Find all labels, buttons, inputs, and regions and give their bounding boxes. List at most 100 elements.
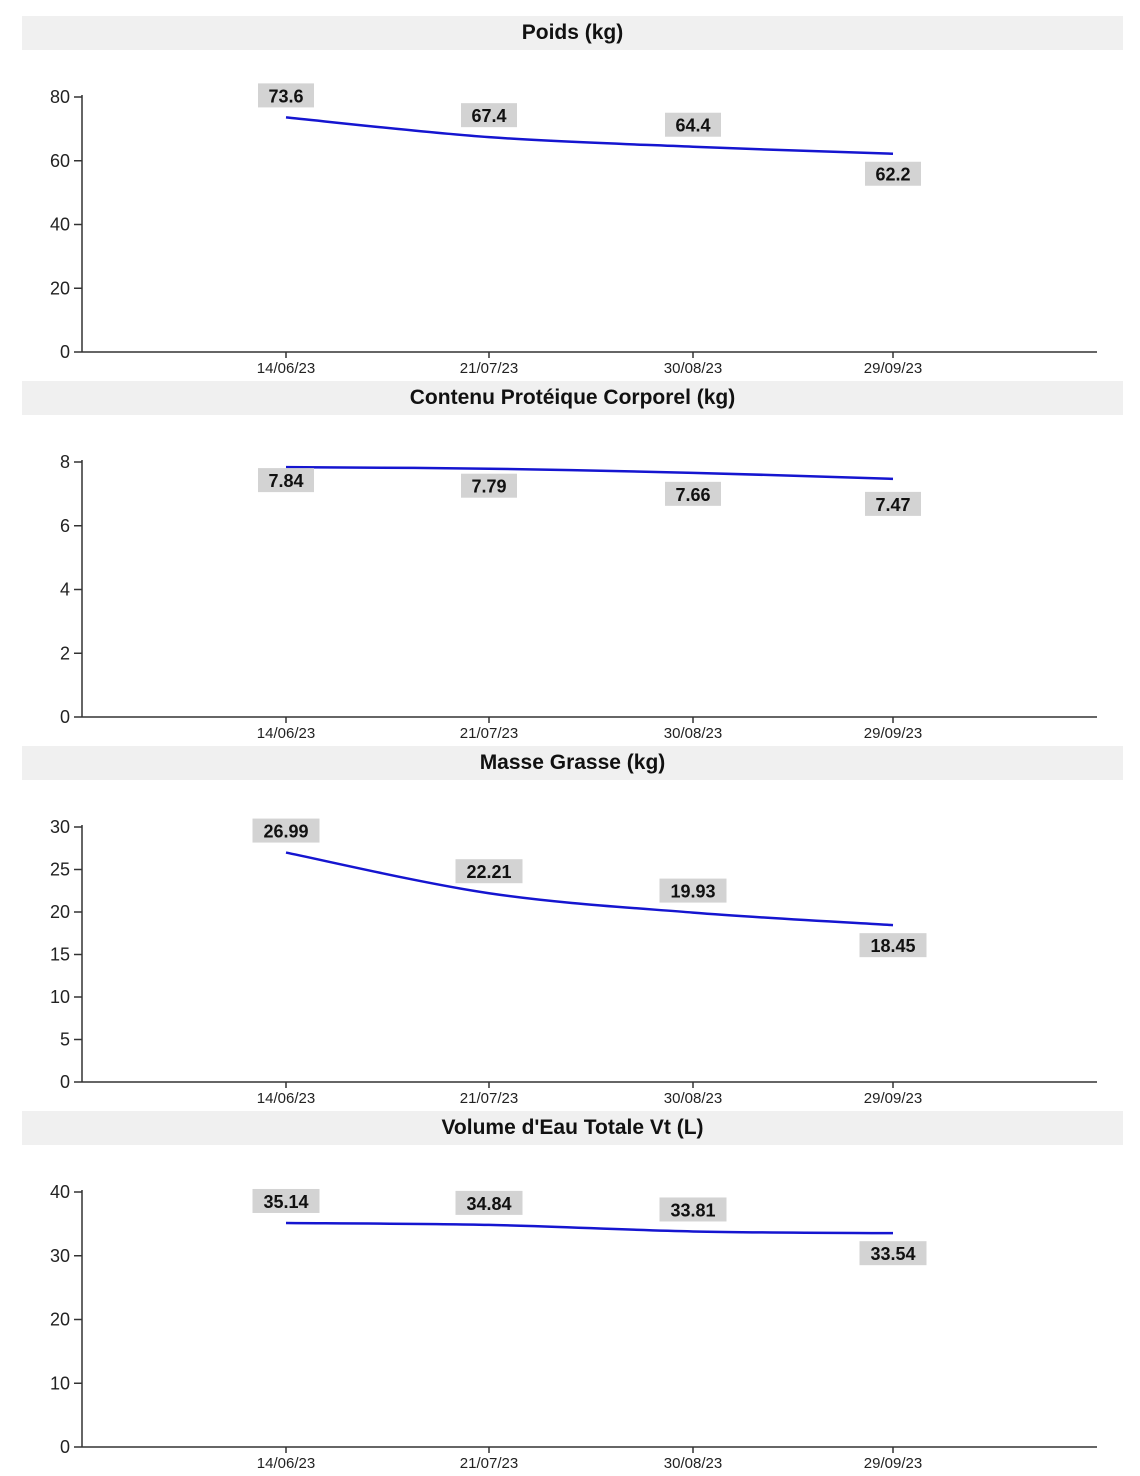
x-tick-label: 14/06/23 xyxy=(257,725,315,742)
data-label: 7.84 xyxy=(258,468,314,493)
y-tick-label: 2 xyxy=(60,643,70,663)
x-tick-label: 21/07/23 xyxy=(460,1090,518,1107)
line-chart: 0 20 40 60 80 14/06/23 21/07/23 30/08/23 29/09/2… xyxy=(50,83,1097,377)
series-line xyxy=(285,465,894,481)
x-tick-label: 30/08/23 xyxy=(664,1455,722,1472)
x-tick-label: 30/08/23 xyxy=(664,725,722,742)
data-label-text: 18.45 xyxy=(870,936,915,956)
series-line xyxy=(285,1221,894,1235)
data-label-box xyxy=(252,1188,320,1213)
data-label-box xyxy=(859,933,927,958)
y-tick-label: 0 xyxy=(60,1437,70,1457)
data-label: 26.99 xyxy=(252,818,320,843)
y-tick-label: 20 xyxy=(50,1310,70,1330)
data-label-text: 7.84 xyxy=(268,471,303,491)
data-label-text: 34.84 xyxy=(466,1194,511,1214)
data-label-box xyxy=(659,1197,727,1222)
y-tick-label: 5 xyxy=(60,1030,70,1050)
x-tick-label: 29/09/23 xyxy=(864,360,922,377)
y-tick-label: 40 xyxy=(50,1182,70,1202)
data-label-box xyxy=(252,818,320,843)
data-label-text: 7.47 xyxy=(875,495,910,515)
y-tick-label: 10 xyxy=(50,1373,70,1393)
data-label: 62.2 xyxy=(865,161,921,186)
chart-panel: Volume d'Eau Totale Vt (L) 0 10 20 30 40 14/06… xyxy=(0,1111,1140,1476)
data-label-box xyxy=(461,103,517,128)
y-tick-label: 80 xyxy=(50,87,70,107)
data-label: 34.84 xyxy=(455,1190,523,1215)
y-tick-label: 20 xyxy=(50,278,70,298)
data-label: 7.66 xyxy=(665,481,721,506)
x-tick-label: 30/08/23 xyxy=(664,360,722,377)
data-label: 67.4 xyxy=(461,103,517,128)
data-label-box xyxy=(659,878,727,903)
data-label-text: 64.4 xyxy=(675,116,710,136)
y-tick-label: 6 xyxy=(60,516,70,536)
y-tick-label: 60 xyxy=(50,151,70,171)
data-label-text: 7.66 xyxy=(675,485,710,505)
chart-title: Contenu Protéique Corporel (kg) xyxy=(409,386,736,409)
chart-title: Poids (kg) xyxy=(521,21,624,44)
x-tick-label: 14/06/23 xyxy=(257,1455,315,1472)
chart-title-bar: Poids (kg) xyxy=(22,16,1123,50)
data-label: 33.54 xyxy=(859,1241,927,1266)
data-label-text: 62.2 xyxy=(875,165,910,185)
data-label-text: 26.99 xyxy=(263,822,308,842)
chart-title-bar: Contenu Protéique Corporel (kg) xyxy=(22,381,1123,415)
data-label-box xyxy=(455,1190,523,1215)
data-label-text: 67.4 xyxy=(471,106,506,126)
y-tick-label: 10 xyxy=(50,987,70,1007)
data-label: 7.47 xyxy=(865,491,921,516)
y-tick-label: 40 xyxy=(50,215,70,235)
data-label-box xyxy=(461,473,517,498)
data-label: 64.4 xyxy=(665,112,721,137)
y-tick-label: 0 xyxy=(60,1072,70,1092)
series-line xyxy=(285,851,894,927)
data-label-box xyxy=(665,481,721,506)
y-tick-label: 25 xyxy=(50,860,70,880)
data-label-box xyxy=(258,468,314,493)
y-tick-label: 30 xyxy=(50,817,70,837)
data-label-text: 73.6 xyxy=(268,86,303,106)
data-label-box xyxy=(258,83,314,108)
y-tick-label: 15 xyxy=(50,945,70,965)
chart-title: Masse Grasse (kg) xyxy=(479,751,666,774)
x-tick-label: 29/09/23 xyxy=(864,1455,922,1472)
chart-title-bar: Volume d'Eau Totale Vt (L) xyxy=(22,1111,1123,1145)
data-label-box xyxy=(455,859,523,884)
x-tick-label: 21/07/23 xyxy=(460,1455,518,1472)
data-label-text: 35.14 xyxy=(263,1192,308,1212)
chart-panel: Contenu Protéique Corporel (kg) 0 2 4 6 8 14/0… xyxy=(0,381,1140,746)
data-label: 33.81 xyxy=(659,1197,727,1222)
chart-panel: Poids (kg) 0 20 40 60 80 14/06/23 21/07/23 30/08… xyxy=(0,16,1140,381)
chart-title-bar: Masse Grasse (kg) xyxy=(22,746,1123,780)
x-tick-label: 29/09/23 xyxy=(864,725,922,742)
y-tick-label: 30 xyxy=(50,1246,70,1266)
x-tick-label: 21/07/23 xyxy=(460,360,518,377)
data-label-box xyxy=(665,112,721,137)
x-tick-label: 14/06/23 xyxy=(257,1090,315,1107)
series-line xyxy=(285,116,894,155)
data-label: 19.93 xyxy=(659,878,727,903)
x-tick-label: 14/06/23 xyxy=(257,360,315,377)
x-tick-label: 29/09/23 xyxy=(864,1090,922,1107)
x-tick-label: 30/08/23 xyxy=(664,1090,722,1107)
chart-title: Volume d'Eau Totale Vt (L) xyxy=(441,1116,704,1139)
data-label-box xyxy=(865,161,921,186)
data-label-text: 33.81 xyxy=(670,1200,715,1220)
x-tick-label: 21/07/23 xyxy=(460,725,518,742)
y-tick-label: 8 xyxy=(60,452,70,472)
chart-panel: Masse Grasse (kg) 0 5 10 15 20 25 30 14/06/23 21/… xyxy=(0,746,1140,1111)
data-label-text: 22.21 xyxy=(466,862,511,882)
line-chart: 0 10 20 30 40 14/06/23 21/07/23 30/08/23 29/09/2… xyxy=(50,1182,1097,1472)
data-label-box xyxy=(865,491,921,516)
y-tick-label: 0 xyxy=(60,707,70,727)
data-label: 18.45 xyxy=(859,933,927,958)
y-tick-label: 4 xyxy=(60,580,70,600)
line-chart: 0 2 4 6 8 14/06/23 21/07/23 30/08/23 29/09/23 7.8… xyxy=(60,452,1097,742)
data-label-box xyxy=(859,1241,927,1266)
data-label-text: 7.79 xyxy=(471,477,506,497)
data-label-text: 33.54 xyxy=(870,1244,915,1264)
data-label: 35.14 xyxy=(252,1188,320,1213)
data-label-text: 19.93 xyxy=(670,882,715,902)
